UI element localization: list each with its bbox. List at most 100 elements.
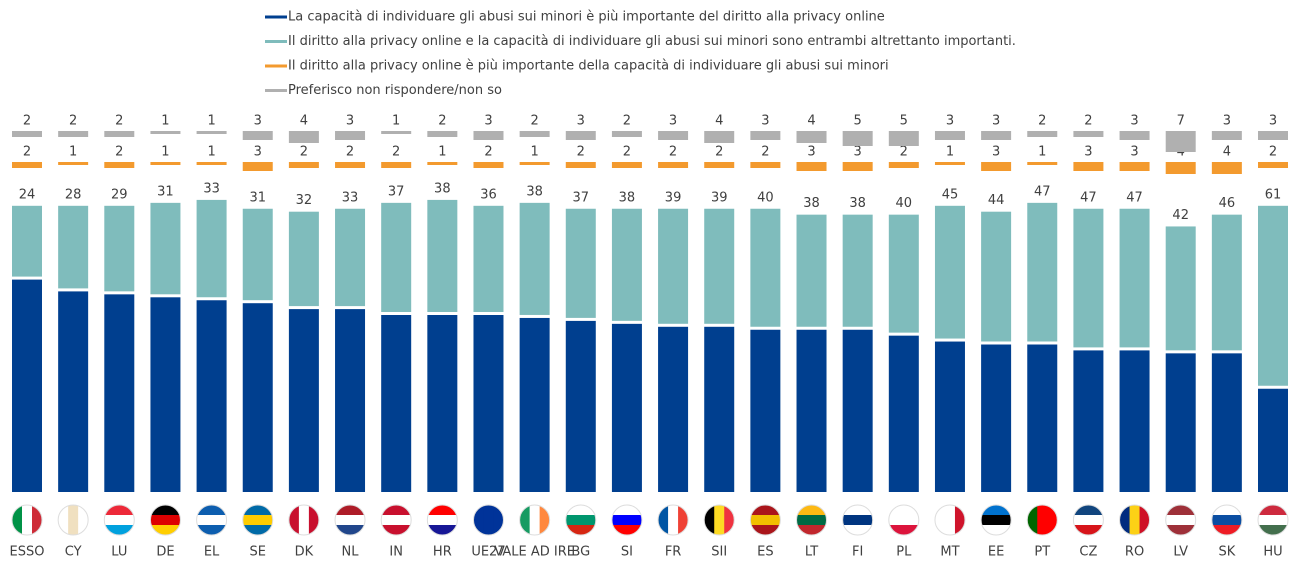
x-tick-label: HU [1263,545,1282,560]
flag-stripe [1165,525,1196,535]
value-label: 3 [1130,114,1138,129]
flag-stripe [196,515,227,526]
bar [519,162,550,165]
flag-stripe [1073,505,1104,516]
flag-stripe [981,525,1012,535]
x-tick-label: EL [204,545,220,560]
flag-stripe [565,515,596,526]
flag-stripe [842,505,873,516]
value-label: 1 [161,145,169,160]
flag-stripe [678,505,689,535]
flag-stripe [1073,515,1104,526]
bar [704,162,735,168]
x-tick-label: SII [711,545,727,560]
flag-border [1165,504,1197,536]
flag-border [657,504,689,536]
flag-stripe [1073,525,1104,535]
flag-stripe [473,505,484,535]
flag-border [196,504,228,536]
value-label: 38 [849,196,866,211]
flag-stripe [842,525,873,535]
flag-stripe [104,525,135,535]
x-tick-label: RO [1125,545,1144,560]
value-label: 2 [1084,114,1092,129]
flag-border [334,504,366,536]
value-label: 3 [1223,114,1231,129]
bar [473,315,504,492]
value-label: 2 [669,145,677,160]
value-label: 2 [623,114,631,129]
flag-stripe [427,515,458,526]
flag [796,505,827,535]
flag [565,505,596,535]
flag-border [703,504,735,536]
value-label: 38 [526,184,543,199]
flag-stripe [493,505,504,535]
flag-stripe [12,505,23,535]
bar [335,309,366,492]
x-tick-label: ES [757,545,773,560]
flag [934,505,965,535]
flag-stripe [796,515,827,526]
bar [381,131,412,134]
legend-label: Il diritto alla privacy online e la capa… [288,34,1016,49]
value-label: 2 [346,145,354,160]
value-label: 2 [23,114,31,129]
bar [658,326,689,492]
flag-stripe [104,515,135,526]
bar [1258,205,1288,386]
value-label: 3 [761,114,769,129]
value-label: 2 [115,114,123,129]
bar [750,131,781,140]
bar [611,323,642,492]
value-label: 37 [388,184,405,199]
flag-stripe [381,515,412,526]
flag-border [611,504,643,536]
value-label: 3 [254,145,262,160]
flag-stripe [242,515,273,526]
flag [658,505,689,535]
flag-stripe [1165,505,1196,516]
bar [1211,131,1242,140]
bar [288,162,319,168]
flag-stripe [196,505,227,516]
value-label: 2 [438,114,446,129]
value-label: 2 [300,145,308,160]
value-label: 2 [577,145,585,160]
flag-stripe [611,505,642,516]
flag-stripe [1027,505,1038,535]
value-label: 5 [900,114,908,129]
flag-stripe [150,515,181,526]
bar [58,131,89,137]
flag-stripe [242,505,273,516]
flag-stripe [1037,505,1048,535]
bar [58,205,89,289]
flag-stripe [750,525,781,535]
flag-border [749,504,781,536]
value-label: 3 [992,145,1000,160]
bar [519,131,550,137]
flag-stripe [335,515,366,526]
bar [1119,208,1150,348]
flag-stripe [1258,525,1288,535]
bar [934,341,965,492]
bar [1211,214,1242,351]
flag-stripe [842,515,873,526]
x-tick-label: LV [1173,545,1188,560]
value-label: 1 [438,145,446,160]
bar [842,131,873,146]
value-label: 2 [392,145,400,160]
flag-stripe [658,505,669,535]
value-label: 3 [1269,114,1277,129]
value-label: 3 [254,114,262,129]
flag-stripe [529,505,541,535]
value-label: 47 [1034,184,1051,199]
bar [1258,162,1288,168]
value-label: 2 [715,145,723,160]
value-label: 39 [665,190,682,205]
flag-stripe [668,505,679,535]
bar [796,162,827,171]
x-tick-label: SI [621,545,633,560]
legend-label: Preferisco non rispondere/non so [288,83,502,98]
